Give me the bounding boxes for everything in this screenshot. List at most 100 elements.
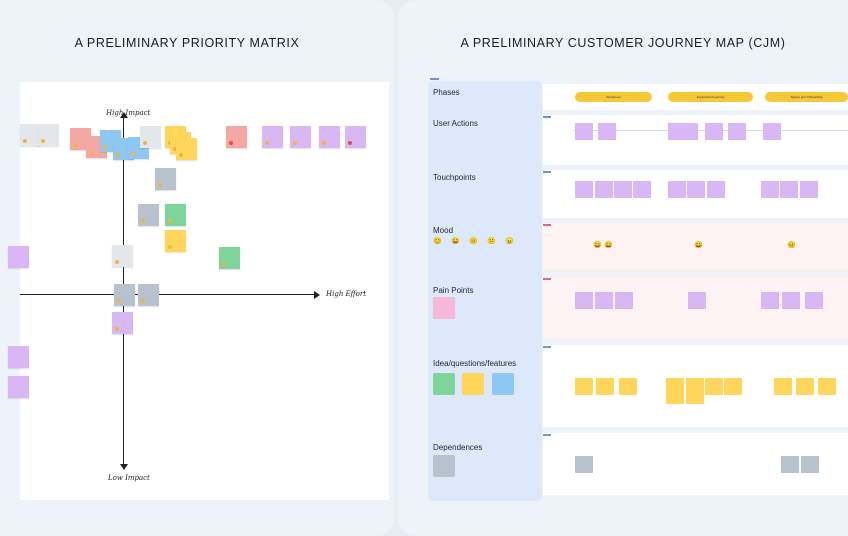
priority-matrix-title: A PRELIMINARY PRIORITY MATRIX bbox=[74, 36, 300, 50]
mood-emoji-icon: 😄 bbox=[451, 238, 460, 245]
dependence-legend-sticky bbox=[433, 455, 455, 477]
mood-emoji-icon: 😐 bbox=[469, 238, 478, 245]
idea-note[interactable] bbox=[596, 378, 614, 395]
sticky-note[interactable] bbox=[8, 376, 29, 398]
user-action-note[interactable] bbox=[575, 123, 593, 140]
sticky-note[interactable] bbox=[38, 124, 59, 146]
touchpoint-note[interactable] bbox=[614, 181, 632, 198]
touchpoint-note[interactable] bbox=[595, 181, 613, 198]
arrow-down-icon bbox=[120, 464, 128, 470]
idea-note[interactable] bbox=[666, 378, 684, 404]
mood-emoji-icon: 😄 bbox=[604, 242, 613, 249]
mood-emoji-icon: 😕 bbox=[487, 238, 496, 245]
sticky-note[interactable] bbox=[176, 138, 197, 160]
touchpoint-note[interactable] bbox=[780, 181, 798, 198]
high-impact-label: High Impact bbox=[106, 109, 151, 117]
low-impact-label: Low Impact bbox=[108, 474, 150, 482]
priority-matrix-canvas[interactable]: High Impact Low Impact High Effort bbox=[8, 82, 389, 500]
lane-marker bbox=[543, 434, 551, 436]
lane-marker bbox=[543, 346, 551, 348]
user-action-note[interactable] bbox=[668, 123, 698, 140]
mood-emoji-icon: 😐 bbox=[787, 242, 796, 249]
sticky-note[interactable] bbox=[140, 126, 161, 148]
sticky-note[interactable] bbox=[138, 284, 159, 306]
sticky-note[interactable] bbox=[262, 126, 283, 148]
idea-note[interactable] bbox=[818, 378, 836, 395]
user-action-note[interactable] bbox=[598, 123, 616, 140]
sticky-note[interactable] bbox=[165, 204, 186, 226]
dependence-note[interactable] bbox=[575, 456, 593, 473]
user-action-note[interactable] bbox=[763, 123, 781, 140]
pain-point-legend-sticky bbox=[433, 297, 455, 319]
phase-awareness[interactable]: Awareness bbox=[575, 92, 652, 102]
idea-legend-sticky-green bbox=[433, 373, 455, 395]
row-label-user-actions: User Actions bbox=[433, 119, 478, 128]
cjm-title: A PRELIMINARY CUSTOMER JOURNEY MAP (CJM) bbox=[460, 36, 786, 50]
effort-axis bbox=[20, 294, 316, 295]
sticky-note[interactable] bbox=[290, 126, 311, 148]
high-effort-label: High Effort bbox=[326, 290, 367, 298]
sticky-note[interactable] bbox=[319, 126, 340, 148]
idea-note[interactable] bbox=[619, 378, 637, 395]
sticky-note[interactable] bbox=[20, 124, 41, 146]
sticky-note[interactable] bbox=[138, 204, 159, 226]
user-action-note[interactable] bbox=[705, 123, 723, 140]
lane-marker bbox=[543, 278, 551, 280]
pain-point-note[interactable] bbox=[782, 292, 800, 309]
dependence-note[interactable] bbox=[801, 456, 819, 473]
sticky-note[interactable] bbox=[8, 246, 29, 268]
idea-note[interactable] bbox=[705, 378, 723, 395]
sticky-note[interactable] bbox=[112, 312, 133, 334]
arrow-right-icon bbox=[314, 291, 320, 299]
sticky-note[interactable] bbox=[345, 126, 366, 148]
idea-legend-sticky-blue bbox=[492, 373, 514, 395]
sticky-note[interactable] bbox=[165, 230, 186, 252]
idea-note[interactable] bbox=[686, 378, 704, 404]
mood-emoji-icon: 😊 bbox=[433, 238, 442, 245]
user-action-note[interactable] bbox=[728, 123, 746, 140]
idea-note[interactable] bbox=[774, 378, 792, 395]
touchpoint-note[interactable] bbox=[707, 181, 725, 198]
sticky-note[interactable] bbox=[155, 168, 176, 190]
sidebar-marker bbox=[430, 78, 439, 80]
lane-marker bbox=[543, 116, 551, 118]
sticky-note[interactable] bbox=[70, 128, 91, 150]
touchpoint-note[interactable] bbox=[687, 181, 705, 198]
sticky-note[interactable] bbox=[219, 247, 240, 269]
idea-note[interactable] bbox=[724, 378, 742, 395]
pain-point-note[interactable] bbox=[805, 292, 823, 309]
mood-emoji-icon: 😄 bbox=[593, 242, 602, 249]
mood-emoji-icon: 😄 bbox=[694, 242, 703, 249]
row-label-touchpoints: Touchpoints bbox=[433, 173, 476, 182]
sticky-note[interactable] bbox=[114, 284, 135, 306]
touchpoint-note[interactable] bbox=[668, 181, 686, 198]
pain-point-note[interactable] bbox=[688, 292, 706, 309]
pain-point-note[interactable] bbox=[761, 292, 779, 309]
phase-signup[interactable]: Signup and Onboarding bbox=[765, 92, 848, 102]
touchpoint-note[interactable] bbox=[800, 181, 818, 198]
sticky-note[interactable] bbox=[112, 245, 133, 267]
arrow-up-icon bbox=[120, 112, 128, 118]
lane-mood bbox=[543, 223, 848, 271]
touchpoint-note[interactable] bbox=[575, 181, 593, 198]
pain-point-note[interactable] bbox=[615, 292, 633, 309]
row-label-pain-points: Pain Points bbox=[433, 286, 474, 295]
pain-point-note[interactable] bbox=[595, 292, 613, 309]
sticky-note[interactable] bbox=[226, 126, 247, 148]
idea-note[interactable] bbox=[575, 378, 593, 395]
lane-marker bbox=[543, 224, 551, 226]
row-label-dependences: Dependences bbox=[433, 443, 483, 452]
row-label-phases: Phases bbox=[433, 88, 460, 97]
lane-marker bbox=[543, 171, 551, 173]
idea-legend-sticky-yellow bbox=[462, 373, 484, 395]
phase-exploration[interactable]: Exploration/Learning bbox=[668, 92, 753, 102]
touchpoint-note[interactable] bbox=[633, 181, 651, 198]
dependence-note[interactable] bbox=[781, 456, 799, 473]
mood-emoji-icon: 😠 bbox=[505, 238, 514, 245]
row-label-mood: Mood bbox=[433, 226, 454, 235]
touchpoint-note[interactable] bbox=[761, 181, 779, 198]
sticky-note[interactable] bbox=[8, 346, 29, 368]
pain-point-note[interactable] bbox=[575, 292, 593, 309]
cjm-row-sidebar bbox=[428, 81, 542, 501]
idea-note[interactable] bbox=[796, 378, 814, 395]
